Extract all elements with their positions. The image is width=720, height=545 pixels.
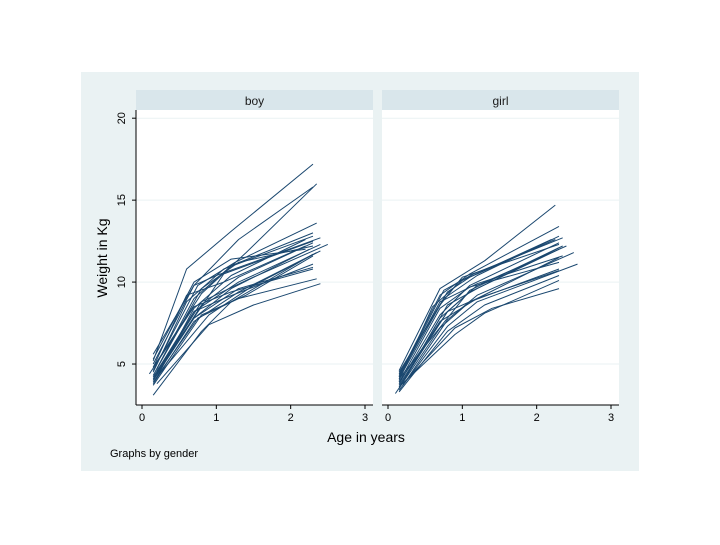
panel-boy-series-line-22	[152, 245, 306, 368]
y-axis-label: Weight in Kg	[94, 218, 110, 297]
panel-boy-series-line-13	[156, 240, 314, 371]
panel-girl-x-ticks: 0 1 2 3	[385, 405, 614, 424]
panel-boy-title: boy	[245, 94, 264, 108]
panel-boy-grid	[136, 117, 373, 365]
panel-boy-series-line-14	[152, 243, 329, 380]
panel-girl-x-tick-label-3: 3	[608, 412, 614, 424]
panel-girl-series-line-19	[402, 252, 575, 386]
panel-boy-series-line-12	[156, 250, 321, 378]
panel-girl-x-tick-label-1: 1	[459, 412, 465, 424]
panel-boy-x-ticks: 0 1 2 3	[139, 405, 368, 424]
panel-boy-x-tick-label-0: 0	[139, 412, 145, 424]
panel-boy-series-line-17	[148, 268, 314, 375]
panel-girl-series-line-15	[402, 288, 560, 385]
x-axis-label: Age in years	[327, 429, 405, 445]
panel-girl-title: girl	[492, 94, 508, 108]
panel-girl-x-tick-label-0: 0	[385, 412, 391, 424]
panel-boy-strip	[136, 90, 373, 110]
panel-girl-series-line-17	[398, 245, 563, 380]
panel-boy-series-line-19	[156, 283, 321, 385]
y-tick-label-3: 20	[116, 112, 128, 124]
graphs-by-note: Graphs by gender	[110, 448, 198, 460]
panel-girl-x-tick-label-2: 2	[534, 412, 540, 424]
panel-girl-series-line-18	[394, 268, 560, 394]
panel-boy-x-tick-label-2: 2	[288, 412, 294, 424]
panel-boy-series-line-3	[152, 222, 317, 371]
panel-girl-series-line-16	[398, 243, 560, 373]
panel-girl-strip	[382, 90, 619, 110]
y-tick-label-2: 15	[116, 194, 128, 206]
panel-girl-series-line-14	[398, 279, 560, 388]
panel-boy-series-line-20	[152, 253, 314, 396]
panel-girl-series-line-11	[398, 263, 578, 391]
panel-boy-series	[148, 163, 329, 396]
y-ticks: 5 10 15 20	[116, 112, 136, 367]
panel-boy-x-tick-label-3: 3	[362, 412, 368, 424]
panel-boy-x-tick-label-1: 1	[213, 412, 219, 424]
panel-girl-series-line-5	[398, 242, 560, 384]
panel-boy-series-line-0	[152, 163, 314, 361]
panel-boy-series-line-24	[152, 263, 314, 378]
panel-boy-series-line-21	[152, 237, 321, 355]
panel-boy-series-line-18	[152, 278, 317, 383]
panel-girl-series-line-21	[398, 261, 560, 383]
panel-girl-series-line-20	[398, 237, 563, 378]
y-tick-label-0: 5	[116, 361, 128, 367]
panel-girl-series	[394, 204, 578, 394]
y-tick-label-1: 10	[116, 276, 128, 288]
panel-boy-series-line-1	[152, 186, 314, 365]
panel-girl-series-line-0	[398, 204, 556, 371]
